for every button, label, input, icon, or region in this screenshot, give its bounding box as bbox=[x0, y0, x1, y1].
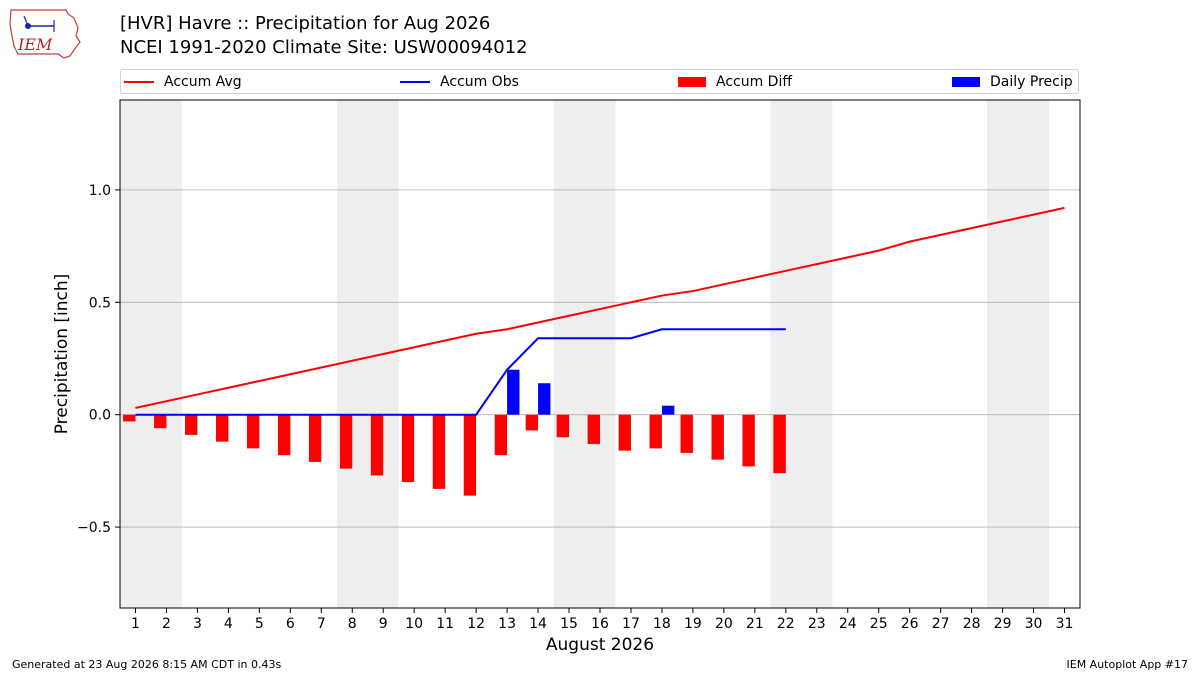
legend-label-accum-obs: Accum Obs bbox=[440, 74, 519, 90]
accum-diff-bar bbox=[773, 414, 786, 474]
accum-diff-bar bbox=[370, 414, 384, 476]
accum-diff-bar bbox=[649, 414, 662, 449]
accum-diff-bar bbox=[123, 414, 136, 422]
accum-diff-bar bbox=[618, 414, 631, 451]
accum-diff-bar bbox=[432, 414, 446, 489]
legend-swatch-accum-diff bbox=[678, 77, 706, 87]
y-axis-label: Precipitation [inch] bbox=[52, 274, 72, 435]
weekend-shade-30 bbox=[1018, 100, 1050, 608]
daily-precip-bar bbox=[507, 369, 520, 415]
x-tick-label: 3 bbox=[193, 616, 202, 632]
x-tick-label: 16 bbox=[591, 616, 609, 632]
x-axis-label: August 2026 bbox=[546, 635, 654, 655]
x-tick-label: 31 bbox=[1056, 616, 1074, 632]
weekend-shade-23 bbox=[801, 100, 833, 608]
x-tick-label: 27 bbox=[932, 616, 950, 632]
legend-swatch-accum-obs bbox=[400, 81, 430, 83]
chart-subtitle: NCEI 1991-2020 Climate Site: USW00094012 bbox=[120, 37, 528, 58]
x-tick-label: 17 bbox=[622, 616, 640, 632]
accum-diff-bar bbox=[711, 414, 724, 460]
y-tick-label: 1.0 bbox=[89, 183, 111, 199]
legend-label-daily-precip: Daily Precip bbox=[990, 74, 1073, 90]
x-tick-label: 15 bbox=[560, 616, 578, 632]
accum-diff-bar bbox=[556, 414, 570, 438]
legend-label-accum-avg: Accum Avg bbox=[164, 74, 242, 90]
accum-diff-bar bbox=[308, 414, 322, 462]
x-tick-label: 20 bbox=[715, 616, 733, 632]
accum-diff-bar bbox=[587, 414, 600, 444]
legend-label-accum-diff: Accum Diff bbox=[716, 74, 793, 90]
daily-precip-bar bbox=[538, 383, 551, 415]
x-tick-label: 14 bbox=[529, 616, 547, 632]
x-tick-label: 4 bbox=[224, 616, 233, 632]
accum-diff-bar bbox=[216, 414, 229, 442]
y-tick-label: 0.0 bbox=[89, 408, 111, 424]
weekend-shade-16 bbox=[584, 100, 616, 608]
accum-diff-bar bbox=[339, 414, 353, 469]
x-tick-label: 6 bbox=[286, 616, 295, 632]
accum-avg-line bbox=[135, 206, 1065, 409]
accum-diff-bar bbox=[680, 414, 693, 453]
weekend-shade-29 bbox=[987, 100, 1019, 608]
y-tick-label: 0.5 bbox=[89, 295, 111, 311]
weekend-shade-1 bbox=[120, 100, 151, 608]
legend-swatch-daily-precip bbox=[952, 77, 980, 87]
weekend-shade-2 bbox=[150, 100, 182, 608]
accum-diff-bar bbox=[742, 414, 755, 467]
x-tick-label: 2 bbox=[162, 616, 171, 632]
weekend-shade-8 bbox=[336, 100, 368, 608]
accum-diff-bar bbox=[277, 414, 291, 456]
x-tick-label: 28 bbox=[963, 616, 981, 632]
x-tick-label: 21 bbox=[746, 616, 764, 632]
autoplot-app-id: IEM Autoplot App #17 bbox=[1066, 658, 1189, 671]
x-tick-label: 30 bbox=[1025, 616, 1043, 632]
weekend-shade-15 bbox=[553, 100, 585, 608]
accum-diff-bar bbox=[494, 414, 508, 456]
iem-logo: IEM bbox=[9, 9, 81, 59]
weekend-shade-22 bbox=[770, 100, 802, 608]
x-tick-label: 9 bbox=[379, 616, 388, 632]
legend-item-accum-obs: Accum Obs bbox=[400, 73, 519, 91]
x-tick-label: 24 bbox=[839, 616, 857, 632]
accum-diff-bar bbox=[525, 414, 539, 431]
x-tick-label: 19 bbox=[684, 616, 702, 632]
accum-diff-bar bbox=[401, 414, 415, 483]
x-tick-label: 8 bbox=[348, 616, 357, 632]
chart-title: [HVR] Havre :: Precipitation for Aug 202… bbox=[120, 13, 491, 34]
x-tick-label: 22 bbox=[777, 616, 795, 632]
x-tick-label: 5 bbox=[255, 616, 264, 632]
x-tick-label: 26 bbox=[901, 616, 919, 632]
legend-item-accum-diff: Accum Diff bbox=[678, 73, 792, 91]
x-tick-label: 10 bbox=[405, 616, 423, 632]
x-tick-label: 29 bbox=[994, 616, 1012, 632]
legend-item-daily-precip: Daily Precip bbox=[952, 73, 1073, 91]
chart-legend: Accum Avg Accum Obs Accum Diff Daily Pre… bbox=[120, 69, 1079, 94]
accum-diff-bar bbox=[185, 414, 198, 435]
accum-diff-bar bbox=[246, 414, 260, 449]
x-tick-label: 23 bbox=[808, 616, 826, 632]
x-tick-label: 1 bbox=[131, 616, 140, 632]
x-tick-label: 18 bbox=[653, 616, 671, 632]
x-tick-label: 25 bbox=[870, 616, 888, 632]
y-tick-label: −0.5 bbox=[77, 520, 111, 536]
x-tick-label: 12 bbox=[467, 616, 485, 632]
generated-timestamp: Generated at 23 Aug 2026 8:15 AM CDT in … bbox=[12, 658, 282, 671]
x-tick-label: 13 bbox=[498, 616, 516, 632]
legend-swatch-accum-avg bbox=[124, 81, 154, 83]
accum-diff-bar bbox=[463, 414, 477, 496]
daily-precip-bar bbox=[661, 405, 675, 415]
x-tick-label: 7 bbox=[317, 616, 326, 632]
accum-obs-line bbox=[135, 328, 786, 416]
accum-diff-bar bbox=[154, 414, 167, 429]
legend-item-accum-avg: Accum Avg bbox=[124, 73, 242, 91]
logo-text: IEM bbox=[17, 35, 53, 54]
x-tick-label: 11 bbox=[436, 616, 454, 632]
